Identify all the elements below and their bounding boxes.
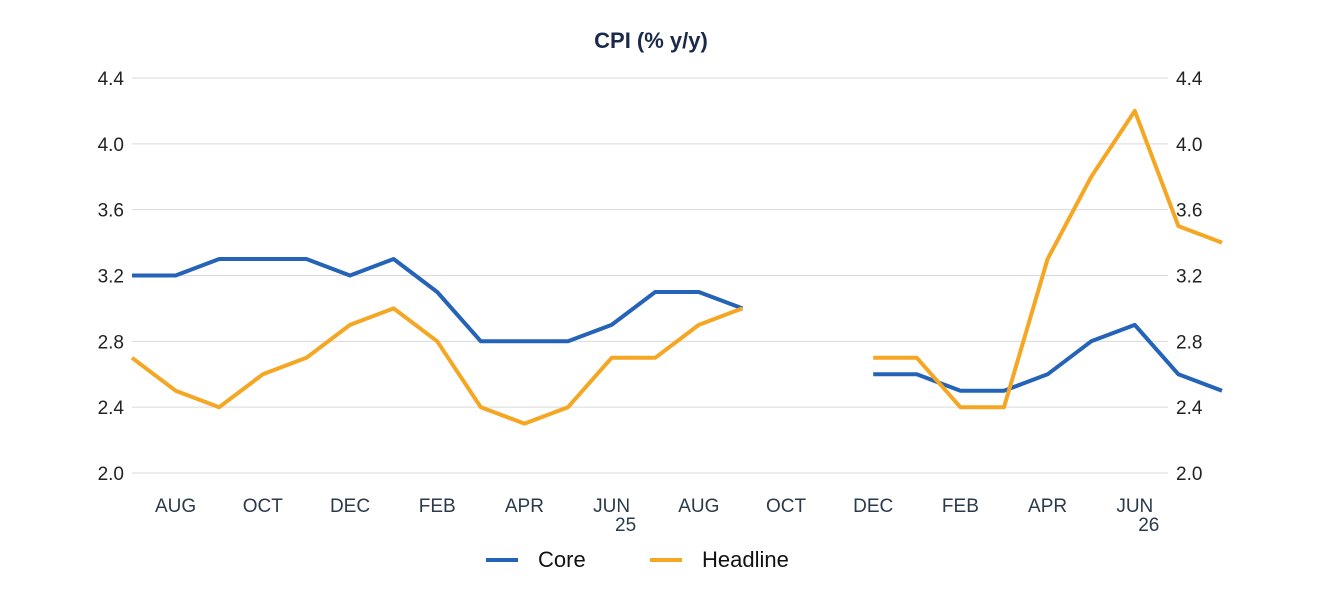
y-tick-label-left: 2.0 (98, 464, 124, 485)
x-tick-label: JUN (1116, 496, 1153, 517)
x-tick-label: OCT (766, 496, 807, 517)
x-year-label: 25 (615, 515, 636, 536)
series-line-core (132, 257, 1223, 393)
right-y-axis: 2.0 2.4 2.8 3.2 3.6 4.0 4.4 (1176, 69, 1203, 485)
x-tick-label: FEB (419, 496, 456, 517)
x-tick-label: APR (505, 496, 544, 517)
y-tick-label-right: 3.2 (1176, 267, 1202, 288)
x-tick-label: DEC (330, 496, 370, 517)
x-tick-label: APR (1028, 496, 1067, 517)
y-tick-label-left: 4.0 (98, 135, 124, 156)
y-tick-label-left: 3.2 (98, 267, 124, 288)
gridlines (132, 77, 1168, 474)
series-lines (130, 108, 1223, 426)
series-line-headline (130, 108, 1223, 426)
legend-item-headline: Headline (650, 547, 789, 572)
x-tick-label: FEB (942, 496, 979, 517)
y-tick-label-right: 3.6 (1176, 201, 1202, 222)
x-tick-label: AUG (155, 496, 196, 517)
x-year-label: 26 (1138, 515, 1159, 536)
legend-item-core: Core (486, 547, 586, 572)
legend: Core Headline (486, 547, 789, 572)
legend-label: Headline (702, 547, 789, 572)
y-tick-label-left: 2.8 (98, 332, 124, 353)
x-tick-label: DEC (853, 496, 893, 517)
y-tick-label-right: 4.4 (1176, 69, 1203, 90)
y-tick-label-left: 4.4 (98, 69, 125, 90)
chart-title: CPI (% y/y) (594, 28, 708, 53)
x-tick-label: JUN (593, 496, 630, 517)
y-tick-label-right: 4.0 (1176, 135, 1202, 156)
left-y-axis: 2.0 2.4 2.8 3.2 3.6 4.0 4.4 (98, 69, 125, 485)
x-tick-label: AUG (678, 496, 719, 517)
y-tick-label-right: 2.0 (1176, 464, 1202, 485)
legend-label: Core (538, 547, 586, 572)
y-tick-label-right: 2.8 (1176, 332, 1202, 353)
y-tick-label-left: 3.6 (98, 201, 124, 222)
y-tick-label-left: 2.4 (98, 398, 125, 419)
x-tick-label: OCT (243, 496, 284, 517)
y-tick-label-right: 2.4 (1176, 398, 1203, 419)
